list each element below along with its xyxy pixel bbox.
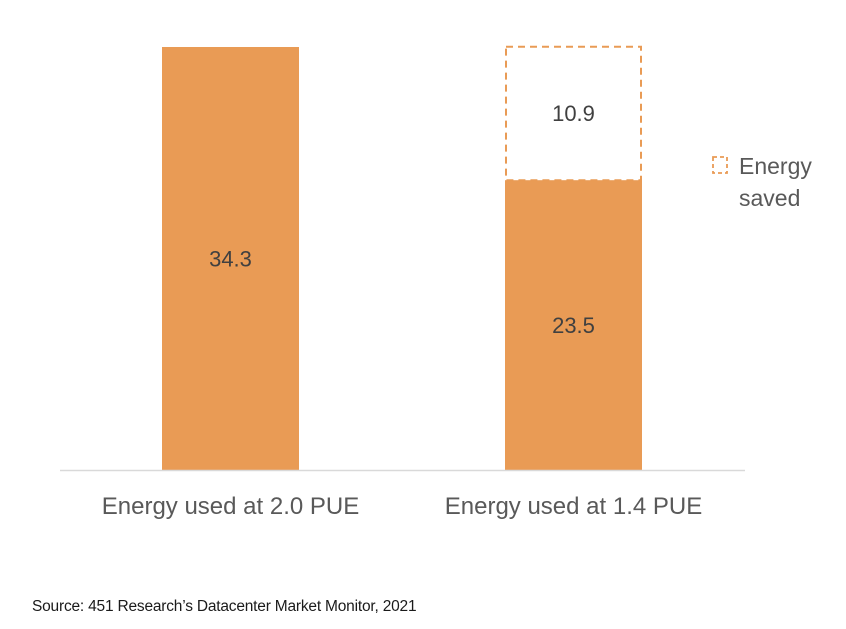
bar-energy-used-0 xyxy=(162,47,299,470)
labels-group: 34.3 Energy used at 2.0 PUE 23.5 10.9 Energy… xyxy=(102,101,702,520)
category-label-0: Energy used at 2.0 PUE xyxy=(102,493,359,520)
source-note: Source: 451 Research’s Datacenter Market… xyxy=(32,598,417,615)
legend-swatch-energy-saved xyxy=(712,156,728,174)
bar-chart: 34.3 Energy used at 2.0 PUE 23.5 10.9 Energy… xyxy=(60,45,812,520)
data-label-1-1: 10.9 xyxy=(552,101,595,126)
category-label-1: Energy used at 1.4 PUE xyxy=(445,493,702,520)
bar-energy-used-1 xyxy=(505,180,642,470)
legend: Energy saved xyxy=(712,153,812,211)
data-label-0-0: 34.3 xyxy=(209,247,252,272)
legend-label-line2: saved xyxy=(739,185,800,211)
data-label-0-1: 23.5 xyxy=(552,313,595,338)
bar-energy-saved-1 xyxy=(505,45,642,182)
legend-label-line1: Energy xyxy=(739,153,812,179)
bars-group xyxy=(162,45,642,470)
